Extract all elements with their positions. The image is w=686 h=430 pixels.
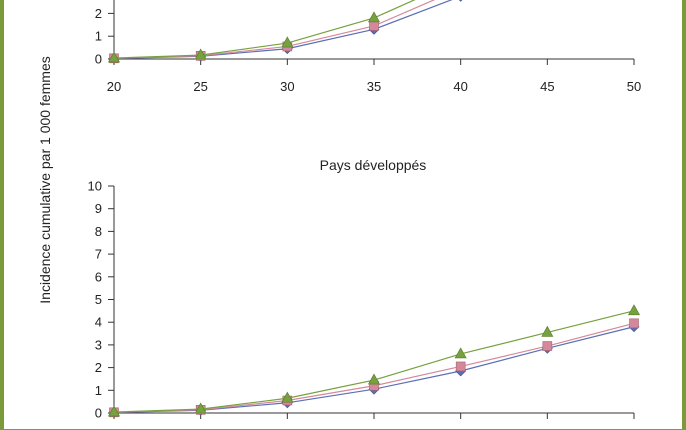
point-diamond (458, 0, 463, 2)
y-tick-label: 9 (95, 201, 102, 216)
point-triangle (541, 325, 554, 337)
y-tick-label: 1 (95, 383, 102, 398)
y-tick-label: 3 (95, 337, 102, 352)
x-tick-label: 35 (367, 79, 381, 94)
series-group (107, 0, 463, 64)
y-tick-label: 1 (95, 29, 102, 44)
series-line-triangle (113, 310, 635, 413)
y-tick-label: 5 (95, 292, 102, 307)
point-triangle (367, 373, 381, 385)
y-axis-label: Incidence cumulative par 1 000 femmes (37, 56, 53, 303)
x-tick-label: 20 (107, 79, 121, 94)
point-triangle (107, 51, 121, 63)
y-tick-label: 4 (95, 315, 102, 330)
point-square (629, 318, 639, 329)
y-tick-label: 6 (95, 269, 102, 284)
series-line-square (113, 322, 635, 413)
point-square (542, 341, 553, 351)
point-triangle (194, 48, 207, 60)
point-square (455, 361, 466, 372)
point-triangle (281, 391, 294, 403)
y-tick-label: 10 (88, 179, 102, 194)
point-triangle (281, 36, 294, 48)
y-tick-label: 0 (95, 406, 102, 421)
y-tick-label: 0 (95, 52, 102, 67)
y-tick-label: 2 (95, 360, 102, 375)
series-line-diamond (113, 326, 635, 414)
point-triangle (194, 402, 207, 414)
chart-title: Pays développés (320, 157, 427, 173)
y-tick-label: 8 (95, 224, 102, 239)
point-triangle (367, 11, 381, 23)
x-tick-label: 30 (280, 79, 294, 94)
chart-top: 0 1 2 20 25 30 35 40 45 50 (95, 0, 641, 94)
x-tick-label: 40 (453, 79, 467, 94)
x-tick-label: 25 (193, 79, 207, 94)
point-square (369, 21, 379, 31)
x-tick-label: 45 (540, 79, 554, 94)
series-group (107, 304, 641, 418)
x-tick-label: 50 (627, 79, 641, 94)
point-triangle (627, 304, 641, 316)
chart-bottom: 0 1 2 3 4 5 6 7 8 9 10 (88, 179, 641, 421)
y-tick-label: 7 (95, 247, 102, 262)
point-triangle (107, 405, 121, 417)
point-triangle (454, 347, 467, 359)
y-tick-label: 2 (95, 6, 102, 21)
